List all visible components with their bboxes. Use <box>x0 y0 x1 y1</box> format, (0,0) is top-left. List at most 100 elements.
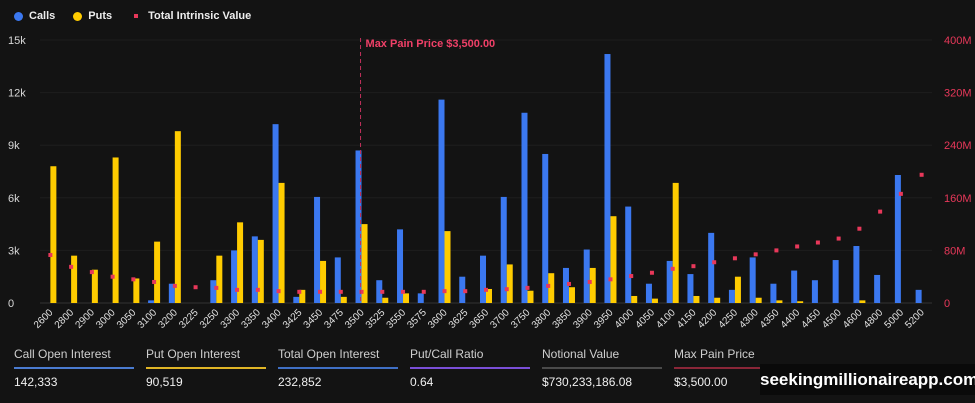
call-bar <box>666 260 673 303</box>
tiv-point <box>608 277 613 282</box>
x-axis-tick-label: 4000 <box>613 307 637 331</box>
tiv-point <box>235 287 240 292</box>
x-axis-tick-label: 3550 <box>385 307 409 331</box>
stat-value: 232,852 <box>278 375 322 389</box>
call-bar <box>148 300 155 303</box>
left-axis-tick-label: 12k <box>8 88 26 100</box>
put-bar <box>797 301 804 303</box>
right-axis-tick-label: 240M <box>944 140 972 152</box>
put-bar <box>444 231 451 303</box>
put-bar <box>527 290 534 303</box>
x-axis-tick-label: 3650 <box>468 307 492 331</box>
left-axis-tick-label: 0 <box>8 298 14 310</box>
call-bar <box>417 293 424 303</box>
stat-call-open-interest: Call Open Interest 142,333 <box>14 347 134 389</box>
put-bar <box>237 222 244 303</box>
call-bar <box>770 283 777 303</box>
put-bar <box>610 216 617 303</box>
legend-tiv-label: Total Intrinsic Value <box>148 10 252 22</box>
stat-value: 0.64 <box>410 375 434 389</box>
put-bar <box>50 166 57 303</box>
legend-puts[interactable]: Puts <box>73 10 112 22</box>
put-bar <box>299 289 306 303</box>
put-bar <box>112 157 119 303</box>
x-axis-tick-label: 2600 <box>32 307 56 331</box>
x-axis-tick-label: 3200 <box>156 307 180 331</box>
tiv-point <box>878 209 883 214</box>
tiv-point <box>193 285 198 290</box>
call-bar <box>708 232 715 303</box>
tiv-point <box>276 289 281 294</box>
tiv-point <box>795 244 800 249</box>
stat-put-call-ratio: Put/Call Ratio 0.64 <box>410 347 530 389</box>
tiv-point <box>691 264 696 269</box>
tiv-point <box>318 289 323 294</box>
x-axis-tick-label: 4150 <box>675 307 699 331</box>
stat-max-pain-price: Max Pain Price $3,500.00 <box>674 347 794 389</box>
call-bar <box>376 280 383 303</box>
puts-swatch-icon <box>73 11 83 21</box>
call-bar <box>397 229 404 303</box>
x-axis-tick-label: 4350 <box>758 307 782 331</box>
x-axis-tick-label: 3425 <box>281 307 305 331</box>
call-bar <box>168 283 175 303</box>
put-bar <box>776 300 783 303</box>
stat-value: $3,500.00 <box>674 375 728 389</box>
x-axis-tick-label: 4050 <box>634 307 658 331</box>
put-bar <box>734 276 741 303</box>
call-bar <box>251 236 258 303</box>
legend-tiv[interactable]: Total Intrinsic Value <box>130 10 251 22</box>
tiv-point <box>566 281 571 286</box>
stat-underline <box>410 367 530 369</box>
call-bar <box>604 54 611 303</box>
call-bar <box>334 257 341 303</box>
put-bar <box>506 264 513 303</box>
x-axis-tick-label: 4250 <box>717 307 741 331</box>
x-axis-tick-label: 3225 <box>177 307 201 331</box>
stat-underline <box>278 367 398 369</box>
call-bar <box>355 150 362 303</box>
tiv-point <box>380 289 385 294</box>
tiv-point <box>712 260 717 265</box>
x-axis-tick-label: 4600 <box>841 307 865 331</box>
x-axis-tick-label: 4800 <box>862 307 886 331</box>
tiv-point <box>504 287 509 292</box>
tiv-point <box>484 287 488 292</box>
stat-value: 90,519 <box>146 375 183 389</box>
tiv-point <box>815 240 820 245</box>
stats-row: Call Open Interest 142,333 Put Open Inter… <box>14 347 794 389</box>
tiv-point <box>442 289 447 294</box>
stat-underline <box>542 367 662 369</box>
stat-value: $730,233,186.08 <box>542 375 633 389</box>
tiv-point <box>421 289 426 294</box>
call-bar <box>728 289 735 303</box>
put-bar <box>361 224 368 303</box>
put-bar <box>257 239 264 303</box>
stat-label: Max Pain Price <box>674 347 755 361</box>
call-bar <box>210 280 217 303</box>
put-bar <box>755 297 762 303</box>
call-bar <box>915 289 922 303</box>
x-axis-tick-label: 4400 <box>779 307 803 331</box>
put-bar <box>403 293 410 303</box>
call-bar <box>853 246 860 303</box>
legend-calls[interactable]: Calls <box>14 10 55 22</box>
call-bar <box>687 274 694 303</box>
tiv-point <box>359 289 364 294</box>
stat-underline <box>14 367 134 369</box>
tiv-point <box>732 256 737 261</box>
tiv-point <box>172 283 177 288</box>
call-bar <box>542 153 549 303</box>
stat-total-open-interest: Total Open Interest 232,852 <box>278 347 398 389</box>
tiv-point <box>463 289 468 294</box>
call-bar <box>480 255 486 303</box>
tiv-point <box>649 270 654 275</box>
call-bar <box>521 112 528 303</box>
right-axis-tick-label: 0 <box>944 298 950 310</box>
x-axis-tick-label: 4500 <box>820 307 844 331</box>
call-bar <box>314 196 321 303</box>
put-bar <box>174 131 181 303</box>
left-axis-tick-label: 3k <box>8 245 20 257</box>
x-axis-tick-label: 4300 <box>737 307 761 331</box>
left-axis-tick-label: 6k <box>8 193 20 205</box>
